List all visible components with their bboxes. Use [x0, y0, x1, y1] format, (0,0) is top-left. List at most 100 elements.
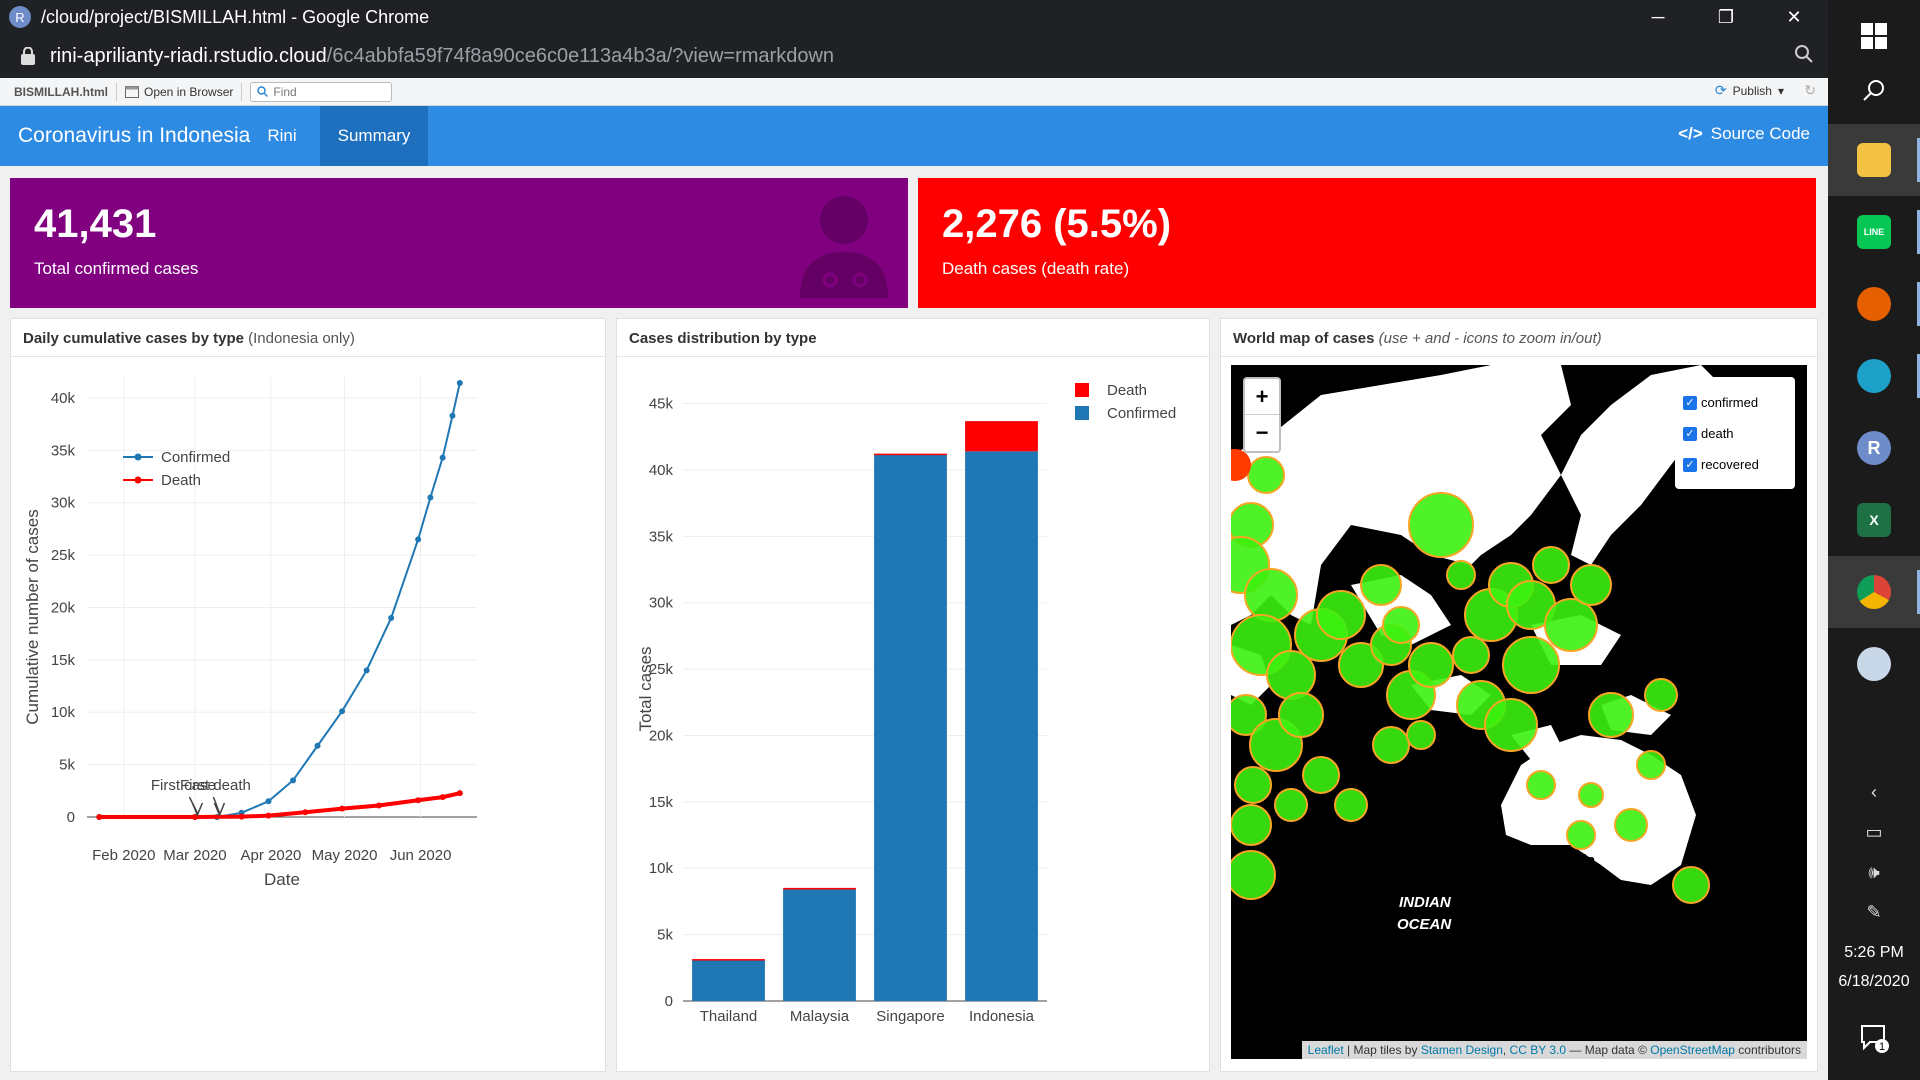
pen-icon[interactable]: ✎ [1866, 902, 1882, 922]
data-point [456, 790, 463, 797]
y-tick-label: 40k [649, 462, 674, 479]
case-marker [1408, 492, 1474, 558]
restore-button[interactable]: ❐ [1717, 6, 1735, 27]
search-icon [1863, 80, 1884, 101]
tab-summary[interactable]: Summary [320, 106, 428, 166]
leaflet-map[interactable]: Asia Australia INDIAN OCEAN + − ✓ confirm… [1231, 365, 1807, 1059]
y-tick-label: 25k [51, 547, 76, 564]
annotation-arrowhead [213, 802, 226, 817]
case-marker [1231, 850, 1276, 900]
find-input[interactable]: Find [250, 81, 393, 102]
y-tick-label: 0 [67, 809, 75, 826]
chrome-icon [1857, 575, 1891, 609]
layer-label: recovered [1701, 457, 1759, 472]
x-tick-label: Singapore [876, 1008, 944, 1025]
url-path[interactable]: /6c4abbfa59f74f8a90ce6c0e113a4b3a/?view=… [326, 44, 835, 67]
layer-recovered[interactable]: ✓ recovered [1683, 449, 1787, 480]
stamen-link[interactable]: Stamen Design [1420, 1043, 1503, 1057]
y-tick-label: 15k [649, 794, 674, 811]
volume-icon[interactable]: 🕪 [1868, 862, 1880, 882]
legend-marker [134, 476, 142, 484]
world-map-panel: World map of cases (use + and - icons to… [1220, 318, 1818, 1072]
bar-death [874, 453, 947, 456]
battery-icon[interactable]: ▭ [1865, 822, 1883, 842]
data-point [439, 454, 446, 461]
notification-icon: 1 [1861, 1025, 1889, 1053]
address-bar[interactable]: rini-aprilianty-riadi.rstudio.cloud /6c4… [0, 34, 1828, 78]
taskbar-search-button[interactable] [1828, 54, 1920, 126]
y-axis-title: Total cases [636, 646, 655, 731]
viewer-toolbar: BISMILLAH.html Open in Browser Find ⟳ Pu… [0, 78, 1828, 106]
data-point [339, 805, 346, 812]
legend-label: Confirmed [1107, 405, 1176, 422]
checkbox-checked-icon[interactable]: ✓ [1683, 457, 1697, 472]
taskbar-edge[interactable] [1828, 340, 1920, 412]
case-marker [1278, 692, 1324, 738]
taskbar-r[interactable]: R [1828, 412, 1920, 484]
taskbar-file-explorer[interactable] [1828, 124, 1920, 196]
case-marker [1360, 564, 1402, 606]
file-name: BISMILLAH.html [14, 84, 108, 99]
y-tick-label: 35k [649, 528, 674, 545]
dashboard-navbar: Coronavirus in Indonesia Rini Summary </… [0, 106, 1828, 166]
legend-swatch [1075, 406, 1089, 420]
zoom-out-button[interactable]: − [1255, 420, 1269, 445]
rstudio-favicon-icon: R [9, 6, 31, 28]
zoom-magnifier-icon[interactable] [1794, 44, 1814, 70]
bar-death [692, 959, 765, 961]
layer-confirmed[interactable]: ✓ confirmed [1683, 387, 1787, 418]
case-marker [1526, 770, 1556, 800]
windows-start-button[interactable] [1828, 0, 1920, 72]
panel-title-bold: Daily cumulative cases by type [23, 330, 244, 347]
lock-icon[interactable] [20, 46, 36, 65]
case-marker [1231, 804, 1272, 846]
find-placeholder: Find [273, 84, 297, 99]
data-point [302, 809, 309, 816]
checkbox-checked-icon[interactable]: ✓ [1683, 426, 1697, 441]
annotation-label: First case [151, 777, 216, 794]
case-marker [1234, 766, 1272, 804]
panel-title-hint: (use + and - icons to zoom in/out) [1374, 330, 1602, 347]
y-tick-label: 10k [51, 704, 76, 721]
windows-taskbar: LINE R X ‹ ▭ 🕪 ✎ 5:26 PM 6/18/2020 [1828, 0, 1920, 1080]
attr-text: — Map data © [1566, 1043, 1651, 1057]
license-link[interactable]: CC BY 3.0 [1509, 1043, 1567, 1057]
edge-icon [1857, 359, 1891, 393]
case-marker [1544, 598, 1598, 652]
data-point [388, 614, 395, 621]
layer-label: death [1701, 426, 1734, 441]
zoom-in-button[interactable]: + [1245, 379, 1279, 415]
chevron-left-icon[interactable]: ‹ [1871, 782, 1877, 802]
system-clock[interactable]: 5:26 PM 6/18/2020 [1828, 938, 1920, 996]
publish-button[interactable]: ⟳ Publish ▾ [1715, 82, 1784, 99]
case-markers [1231, 449, 1710, 904]
notifications-button[interactable]: 1 [1858, 1022, 1890, 1054]
open-in-browser-button[interactable]: Open in Browser [125, 85, 233, 99]
osm-link[interactable]: OpenStreetMap [1650, 1043, 1735, 1057]
taskbar-snipping-tool[interactable] [1828, 628, 1920, 700]
source-code-link[interactable]: </> Source Code [1678, 124, 1810, 144]
x-tick-label: Apr 2020 [241, 847, 302, 864]
url-host[interactable]: rini-aprilianty-riadi.rstudio.cloud [50, 44, 327, 67]
leaflet-link[interactable]: Leaflet [1307, 1043, 1344, 1057]
data-point [290, 777, 297, 784]
panel-title: World map of cases (use + and - icons to… [1221, 319, 1817, 357]
close-button[interactable]: ✕ [1786, 6, 1802, 27]
taskbar-firefox[interactable] [1828, 268, 1920, 340]
cases-bar-chart[interactable]: 0 5k 10k 15k 20k 25k 30k 35k 40k 45k Total cases Th… [617, 357, 1209, 1071]
y-tick-label: 45k [649, 396, 674, 413]
active-indicator [1917, 210, 1920, 254]
bar-confirmed [965, 451, 1038, 1001]
checkbox-checked-icon[interactable]: ✓ [1683, 395, 1697, 410]
panel-title: Daily cumulative cases by type (Indonesi… [11, 319, 605, 357]
taskbar-excel[interactable]: X [1828, 484, 1920, 556]
open-in-browser-label: Open in Browser [144, 84, 234, 99]
layer-death[interactable]: ✓ death [1683, 418, 1787, 449]
line-app-icon: LINE [1857, 215, 1891, 249]
refresh-icon[interactable]: ↻ [1804, 82, 1816, 98]
taskbar-line[interactable]: LINE [1828, 196, 1920, 268]
case-marker [1672, 866, 1710, 904]
taskbar-chrome[interactable] [1828, 556, 1920, 628]
minimize-button[interactable]: ─ [1651, 6, 1665, 27]
cumulative-line-chart[interactable]: 0 5k 10k 15k 20k 25k 30k 35k 40k Feb 2020 Mar 2020… [11, 357, 605, 1071]
